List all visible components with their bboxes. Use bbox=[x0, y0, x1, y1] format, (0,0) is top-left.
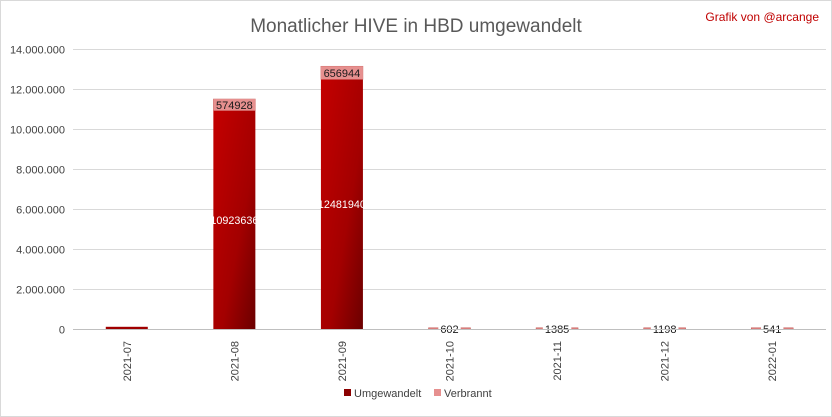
legend-swatch-umgewandelt bbox=[344, 389, 351, 396]
x-tick-label: 2021-07 bbox=[122, 341, 134, 381]
x-tick-label: 2022-01 bbox=[767, 341, 779, 381]
y-tick-label: 0 bbox=[59, 325, 65, 337]
x-tick-label: 2021-10 bbox=[445, 341, 457, 381]
data-label-background bbox=[213, 99, 256, 111]
y-tick-label: 4.000.000 bbox=[16, 245, 65, 257]
data-label-umgewandelt: 10923636 bbox=[210, 215, 258, 227]
data-label-umgewandelt: 12481940 bbox=[318, 199, 366, 211]
x-tick-label: 2021-11 bbox=[552, 341, 564, 381]
legend: Umgewandelt Verbrannt bbox=[344, 388, 492, 400]
y-tick-label: 2.000.000 bbox=[16, 285, 65, 297]
grid-layer bbox=[73, 49, 826, 290]
bar-umgewandelt-2021-07-sliver bbox=[105, 326, 148, 329]
y-tick-label: 10.000.000 bbox=[10, 125, 65, 137]
x-tick-label: 2021-12 bbox=[660, 341, 672, 381]
bars-layer bbox=[105, 65, 794, 330]
legend-label-verbrannt: Verbrannt bbox=[444, 388, 492, 400]
legend-label-umgewandelt: Umgewandelt bbox=[354, 388, 421, 400]
axis-layer: 0 2.000.000 4.000.000 6.000.000 8.000.000 10.… bbox=[10, 45, 826, 381]
data-label-background bbox=[320, 66, 363, 80]
legend-swatch-verbrannt bbox=[434, 389, 441, 396]
y-tick-label: 14.000.000 bbox=[10, 45, 65, 57]
bar-umgewandelt-2021-09 bbox=[320, 79, 363, 329]
bar-umgewandelt-2021-08 bbox=[213, 110, 256, 329]
data-label-verbrannt: 656944 bbox=[324, 68, 361, 80]
y-tick-label: 12.000.000 bbox=[10, 85, 65, 97]
x-tick-label: 2021-08 bbox=[229, 341, 241, 381]
data-label-verbrannt: 574928 bbox=[216, 100, 253, 112]
y-tick-label: 6.000.000 bbox=[16, 205, 65, 217]
y-tick-label: 8.000.000 bbox=[16, 165, 65, 177]
x-tick-label: 2021-09 bbox=[337, 341, 349, 381]
chart-title: Monatlicher HIVE in HBD umgewandelt bbox=[250, 16, 582, 37]
chart-credit: Grafik von @arcange bbox=[705, 10, 819, 24]
